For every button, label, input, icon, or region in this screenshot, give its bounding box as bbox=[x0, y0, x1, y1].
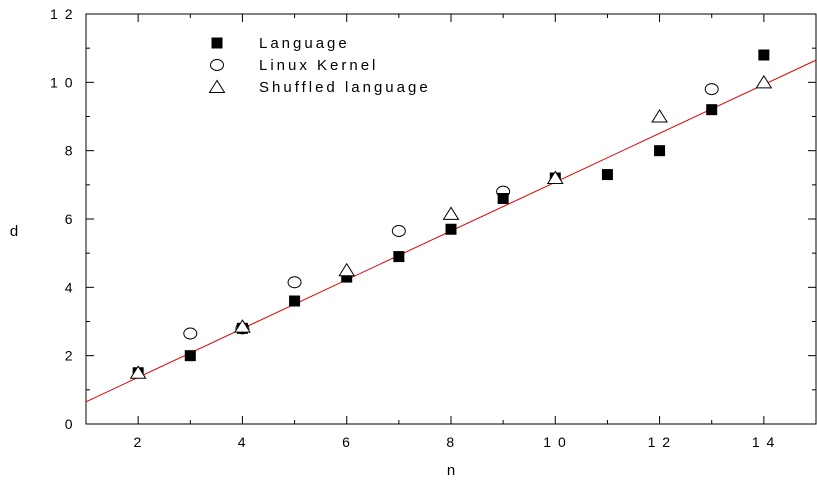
tick-labels: 2 4 6 8 1 0 1 2 1 4 0 2 4 6 8 1 0 1 2 bbox=[50, 6, 776, 450]
x-tick-label: 1 0 bbox=[543, 434, 567, 450]
y-axis-label: d bbox=[10, 223, 18, 240]
data-point bbox=[755, 74, 773, 89]
legend: Language Linux Kernel Shuffled language bbox=[208, 35, 431, 96]
legend-label: Linux Kernel bbox=[259, 57, 378, 74]
legend-marker bbox=[208, 79, 226, 93]
y-tick-label: 4 bbox=[65, 279, 74, 295]
data-point bbox=[234, 319, 251, 333]
data-point bbox=[445, 223, 457, 235]
data-point bbox=[129, 365, 147, 379]
y-tick-label: 2 bbox=[65, 348, 74, 364]
x-tick-label: 6 bbox=[342, 434, 351, 450]
x-tick-label: 4 bbox=[238, 434, 247, 450]
data-point bbox=[651, 109, 668, 123]
data-point bbox=[546, 170, 564, 184]
data-point bbox=[338, 262, 356, 277]
data-point bbox=[706, 104, 718, 116]
data-point bbox=[758, 49, 770, 61]
x-tick-label: 8 bbox=[446, 434, 455, 450]
x-axis-label: n bbox=[447, 462, 455, 479]
y-tick-label: 6 bbox=[65, 211, 74, 227]
legend-marker bbox=[210, 59, 224, 71]
data-point bbox=[341, 271, 353, 283]
data-points bbox=[129, 49, 773, 379]
x-tick-label: 1 4 bbox=[752, 434, 776, 450]
data-point bbox=[393, 251, 405, 263]
legend-label: Language bbox=[259, 35, 350, 52]
data-point bbox=[183, 327, 198, 340]
legend-marker bbox=[211, 37, 223, 49]
data-point bbox=[704, 83, 719, 96]
legend-label: Shuffled language bbox=[259, 79, 431, 96]
data-point bbox=[601, 169, 613, 181]
y-tick-label: 0 bbox=[65, 416, 74, 432]
y-tick-label: 1 2 bbox=[50, 6, 74, 22]
y-tick-label: 1 0 bbox=[50, 74, 74, 90]
x-tick-label: 2 bbox=[133, 434, 142, 450]
x-tick-label: 1 2 bbox=[648, 434, 672, 450]
y-tick-label: 8 bbox=[65, 143, 74, 159]
data-point bbox=[497, 193, 509, 204]
axis-ticks bbox=[85, 13, 817, 425]
data-point bbox=[289, 295, 301, 307]
data-point bbox=[442, 206, 460, 220]
data-point bbox=[391, 224, 406, 237]
data-point bbox=[654, 145, 666, 157]
data-point bbox=[287, 276, 302, 289]
data-point bbox=[184, 350, 196, 362]
